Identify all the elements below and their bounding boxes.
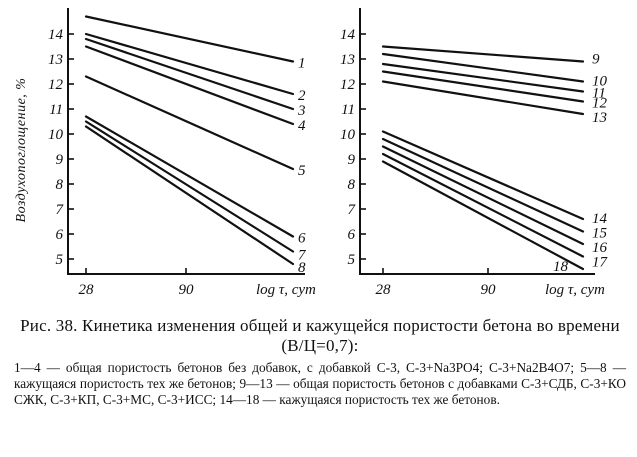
right-y-tick-label: 7: [348, 202, 357, 218]
right-series-line-13: [381, 80, 585, 116]
left-axes: [67, 8, 305, 275]
right-y-tick-label: 8: [348, 177, 356, 193]
right-x-axis-label: log τ, сут: [545, 282, 605, 298]
right-series-label-18: 18: [553, 259, 569, 275]
right-series-line-14: [381, 130, 585, 221]
left-x-axis-label: log τ, сут: [256, 282, 316, 298]
left-series-label-4: 4: [298, 118, 306, 134]
left-y-tick-label: 11: [49, 102, 63, 118]
right-series-line-9: [381, 45, 585, 63]
left-y-tick-label: 8: [56, 177, 64, 193]
caption-title: Рис. 38. Кинетика изменения общей и кажу…: [20, 316, 620, 355]
right-series-line-18: [381, 160, 585, 271]
left-y-tick-label: 6: [56, 227, 64, 243]
left-series-line-5: [84, 75, 295, 171]
right-series-label-15: 15: [592, 226, 608, 242]
left-series-line-4: [84, 45, 295, 126]
left-y-tick-label: 9: [56, 152, 64, 168]
right-axes: [359, 8, 595, 275]
left-series-label-2: 2: [298, 88, 306, 104]
left-series-line-6: [84, 115, 295, 238]
left-y-tick-label: 7: [56, 202, 65, 218]
right-series-line-12: [381, 70, 585, 103]
right-series-label-16: 16: [592, 240, 608, 256]
left-y-tick-label: 13: [48, 52, 63, 68]
caption-text: 1—4 — общая пористость бетонов без добав…: [14, 360, 626, 407]
right-series-label-10: 10: [592, 74, 608, 90]
right-x-tick-label: 90: [481, 282, 497, 298]
right-series-line-11: [381, 62, 585, 93]
right-series-label-13: 13: [592, 110, 607, 126]
right-y-tick-label: 12: [340, 77, 356, 93]
left-y-tick-label: 10: [48, 127, 64, 143]
left-y-tick-label: 14: [48, 27, 64, 43]
left-y-tick-label: 5: [56, 252, 64, 268]
right-series-line-16: [381, 145, 585, 246]
left-x-tick-label: 28: [79, 282, 95, 298]
right-y-tick-label: 13: [340, 52, 355, 68]
left-series-label-3: 3: [297, 103, 306, 119]
left-series-line-1: [84, 15, 295, 63]
left-series-label-1: 1: [298, 56, 306, 72]
right-y-tick-label: 9: [348, 152, 356, 168]
right-series-line-17: [381, 152, 585, 258]
right-y-tick-label: 10: [340, 127, 356, 143]
right-series-line-10: [381, 52, 585, 83]
left-series-label-7: 7: [298, 248, 307, 264]
right-y-tick-label: 14: [340, 27, 356, 43]
left-series-line-3: [84, 37, 295, 111]
right-y-tick-label: 6: [348, 227, 356, 243]
left-x-tick-label: 90: [179, 282, 195, 298]
right-series-label-9: 9: [592, 52, 600, 68]
right-series-label-17: 17: [592, 255, 609, 271]
left-series-label-8: 8: [298, 260, 306, 276]
figure-caption: Рис. 38. Кинетика изменения общей и кажу…: [14, 316, 626, 408]
right-series-label-11: 11: [592, 86, 606, 102]
y-axis-label: Воздухопоглощение, %: [14, 78, 29, 223]
right-y-tick-label: 11: [341, 102, 355, 118]
left-series-line-2: [84, 32, 295, 96]
right-y-tick-label: 5: [348, 252, 356, 268]
right-series-label-12: 12: [592, 96, 608, 112]
left-series-line-7: [84, 120, 295, 253]
left-series-label-5: 5: [298, 163, 306, 179]
left-series-label-6: 6: [298, 231, 306, 247]
left-series-line-8: [84, 125, 295, 266]
left-y-tick-label: 12: [48, 77, 64, 93]
right-x-tick-label: 28: [376, 282, 392, 298]
right-series-line-15: [381, 137, 585, 233]
right-series-label-14: 14: [592, 211, 608, 227]
